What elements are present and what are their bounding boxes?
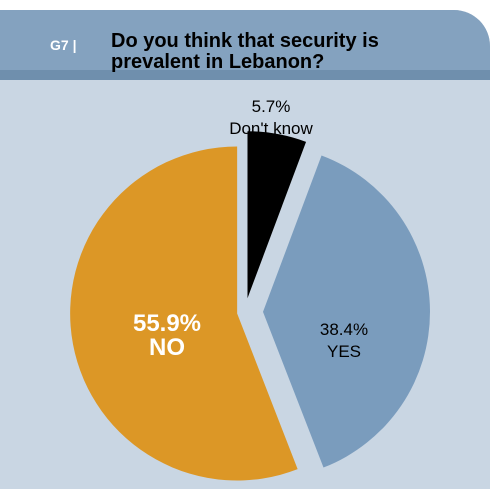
dont-know-slice	[247, 131, 307, 299]
yes-slice	[262, 155, 430, 468]
yes-name-label: YES	[327, 342, 361, 361]
no-slice	[70, 146, 298, 481]
header-shade	[0, 70, 490, 80]
pie-slices	[70, 131, 430, 481]
chart-title: Do you think that security is prevalent …	[111, 30, 379, 73]
pie-labels: 5.7% Don't know 38.4% YES 55.9% NO	[133, 97, 368, 361]
yes-value-label: 38.4%	[320, 320, 368, 339]
dont-know-value-label: 5.7%	[252, 97, 291, 116]
dont-know-name-label: Don't know	[229, 119, 313, 138]
chart-header: G7 | Do you think that security is preva…	[0, 10, 490, 80]
no-value-label: 55.9%	[133, 310, 201, 337]
no-name-label: NO	[149, 334, 185, 361]
figure-code: G7 |	[50, 37, 77, 53]
